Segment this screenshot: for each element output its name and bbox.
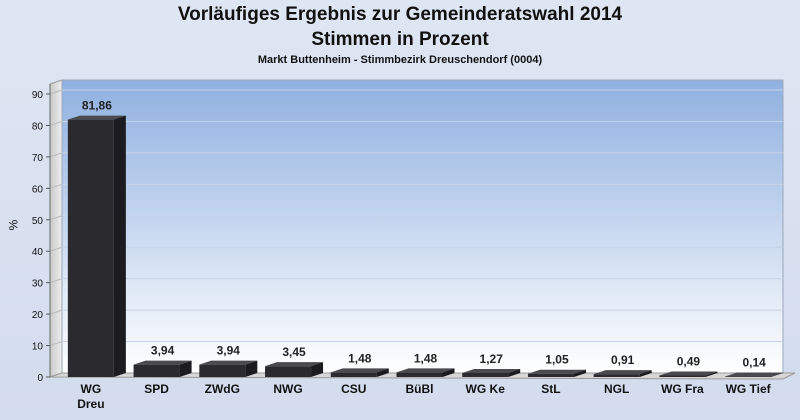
- grid-line-side: [49, 152, 63, 158]
- bar-side: [705, 371, 718, 377]
- x-tick-label: Dreu: [77, 397, 104, 411]
- bar-side: [771, 372, 784, 377]
- bar-side: [639, 370, 652, 377]
- grid-line-side: [49, 183, 63, 189]
- bar-top: [659, 371, 718, 376]
- bar-front: [330, 372, 377, 377]
- y-tick-label: 30: [32, 279, 44, 290]
- chart-subsubtitle: Markt Buttenheim - Stimmbezirk Dreuschen…: [257, 54, 543, 66]
- x-tick-label: WG: [81, 382, 102, 396]
- data-label: 1,27: [480, 352, 504, 366]
- bar-wg-dreu: 81,86: [67, 99, 126, 378]
- bar-side: [113, 115, 126, 378]
- bar-top: [593, 370, 652, 375]
- bar-top: [265, 362, 324, 367]
- x-tick-label: NGL: [604, 382, 629, 396]
- y-tick-label: 90: [32, 90, 44, 101]
- y-tick-label: 0: [37, 373, 43, 384]
- bar-front: [265, 366, 312, 377]
- y-tick-label: 40: [32, 247, 44, 258]
- bar-side: [245, 360, 258, 377]
- bar-top: [330, 368, 389, 373]
- back-wall: [61, 79, 784, 374]
- bar-ngl: 0,91: [593, 353, 652, 377]
- bar-front: [199, 364, 246, 377]
- data-label: 0,91: [611, 353, 635, 367]
- grid-line-side: [49, 309, 63, 315]
- bar-front: [396, 372, 443, 377]
- x-tick-label: ZWdG: [205, 382, 240, 396]
- x-tick-label: WG Tief: [726, 382, 772, 396]
- y-tick-label: 50: [32, 216, 44, 227]
- bar-front: [593, 374, 640, 377]
- bar-wg-ke: 1,27: [462, 352, 521, 377]
- grid-line-side: [49, 278, 63, 284]
- x-tick-label: StL: [541, 382, 560, 396]
- bar-csu: 1,48: [330, 351, 389, 377]
- bar-stl: 1,05: [527, 353, 586, 377]
- bar-front: [133, 364, 180, 377]
- data-label: 3,45: [282, 345, 306, 359]
- chart-title: Vorläufiges Ergebnis zur Gemeinderatswah…: [177, 4, 623, 25]
- bar-front: [462, 373, 509, 377]
- plot-area: [49, 79, 796, 380]
- bar-top: [396, 368, 455, 373]
- chart-subtitle: Stimmen in Prozent: [311, 29, 489, 50]
- data-label: 0,49: [677, 354, 701, 368]
- bar-spd: 3,94: [133, 344, 192, 377]
- data-label: 1,05: [545, 353, 569, 367]
- bar-side: [508, 369, 521, 377]
- bar-wg-tief: 0,14: [725, 356, 784, 377]
- bar-wg-fra: 0,49: [659, 354, 718, 377]
- bar-top: [527, 369, 586, 374]
- data-label: 0,14: [742, 356, 766, 370]
- data-label: 81,86: [82, 99, 112, 113]
- data-label: 3,94: [217, 344, 241, 358]
- bar-top: [725, 372, 784, 377]
- bar-zwdg: 3,94: [199, 344, 258, 377]
- y-tick-label: 60: [32, 184, 44, 195]
- x-tick-label: WG Ke: [466, 382, 506, 396]
- x-tick-label: SPD: [144, 382, 169, 396]
- bar-top: [133, 360, 192, 365]
- bars: 81,86 3,94 3,94 3,45 1,48 1,48 1,27 1,05 0,91 0,4…: [67, 99, 784, 378]
- y-tick-label: 80: [32, 121, 44, 132]
- grid-line-side: [49, 246, 63, 252]
- bar-side: [442, 368, 455, 377]
- grid-line-side: [49, 89, 63, 95]
- bar-top: [199, 360, 258, 365]
- data-label: 1,48: [414, 351, 438, 365]
- y-axis: 0 10 20 30 40 50 60 70 80 90: [32, 84, 51, 384]
- bar-top: [67, 115, 126, 120]
- grid-line-side: [49, 120, 63, 126]
- bar-side: [573, 369, 586, 377]
- bar-side: [179, 360, 192, 377]
- bar-nwg: 3,45: [265, 345, 324, 377]
- grid-lines: [49, 89, 783, 347]
- bar-top: [462, 369, 521, 374]
- grid-line-side: [49, 215, 63, 221]
- data-label: 3,94: [151, 344, 175, 358]
- y-tick-label: 70: [32, 153, 44, 164]
- x-tick-label: WG Fra: [661, 382, 704, 396]
- grid-line-side: [49, 341, 63, 347]
- bar-bübl: 1,48: [396, 351, 455, 377]
- x-tick-label: CSU: [341, 382, 366, 396]
- bar-front: [527, 373, 574, 377]
- x-tick-label: BüBl: [406, 382, 434, 396]
- y-tick-label: 20: [32, 310, 44, 321]
- bar-front: [659, 375, 706, 377]
- bar-side: [311, 362, 324, 377]
- bar-front: [67, 119, 114, 378]
- x-tick-label: NWG: [273, 382, 302, 396]
- y-tick-label: 10: [32, 342, 44, 353]
- bar-side: [376, 368, 389, 377]
- data-label: 1,48: [348, 351, 372, 365]
